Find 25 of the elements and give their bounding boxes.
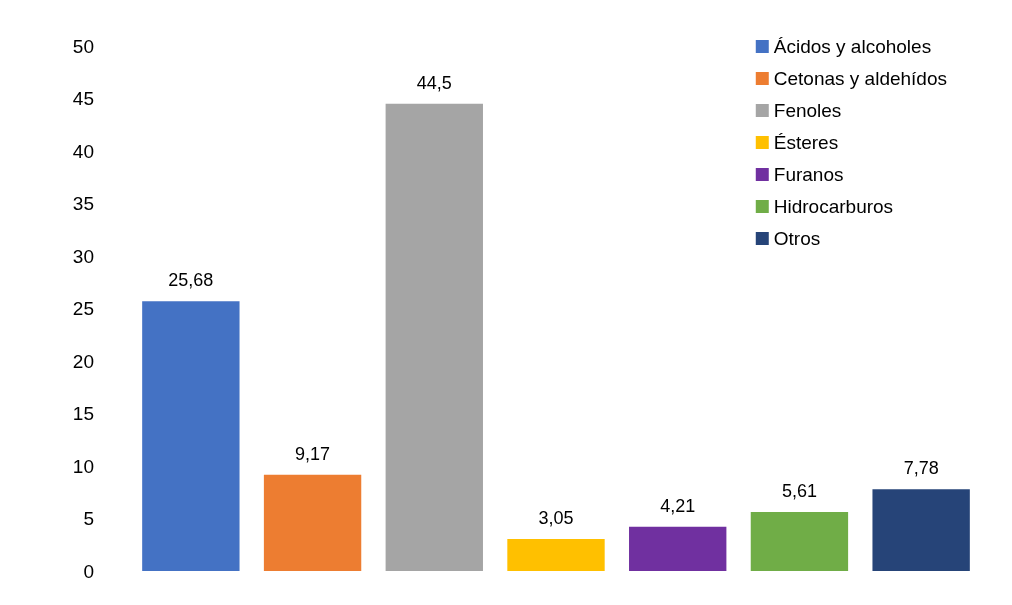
y-tick-label: 35 (72, 193, 94, 214)
legend-label: Otros (773, 228, 821, 249)
y-tick-label: 30 (72, 245, 94, 267)
y-tick-label: 15 (72, 403, 94, 424)
y-tick-label: 0 (83, 560, 94, 582)
y-tick-label: 25 (72, 298, 94, 319)
legend-label: Ésteres (773, 132, 839, 153)
y-tick-label: 50 (72, 35, 94, 57)
y-tick-label: 5 (83, 508, 94, 529)
y-tick-label: 20 (72, 350, 94, 372)
data-label: 25,68 (168, 270, 214, 291)
data-label: 7,78 (903, 458, 939, 479)
data-label: 9,17 (295, 443, 331, 464)
legend-label: Ácidos y alcoholes (773, 36, 932, 57)
y-tick-label: 40 (72, 140, 94, 162)
y-tick-label: 10 (72, 455, 94, 477)
data-label: 44,5 (416, 72, 452, 93)
legend-label: Furanos (773, 164, 844, 185)
data-label: 5,61 (781, 481, 817, 502)
data-label: 3,05 (538, 507, 574, 528)
legend-label: Cetonas y aldehídos (773, 68, 948, 89)
legend-label: Hidrocarburos (773, 196, 894, 217)
legend-label: Fenoles (773, 100, 842, 121)
data-label: 4,21 (660, 495, 696, 516)
y-tick-label: 45 (72, 88, 94, 109)
